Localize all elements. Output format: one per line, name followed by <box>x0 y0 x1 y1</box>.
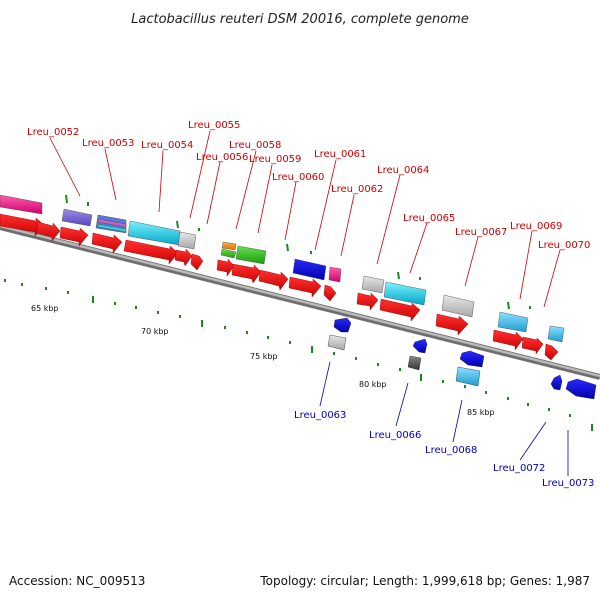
gene-label-lreu-0073: Lreu_0073 <box>542 478 594 489</box>
gene-label-lreu-0055: Lreu_0055 <box>188 120 240 131</box>
gene-label-lreu-0054: Lreu_0054 <box>141 140 193 151</box>
forward-cds-arrows <box>0 213 559 361</box>
gene-label-lreu-0072: Lreu_0072 <box>493 463 545 474</box>
scale-label-70kbp: 70 kbp <box>141 327 169 336</box>
gene-label-lreu-0056: Lreu_0056 <box>196 152 248 163</box>
gene-label-lreu-0061: Lreu_0061 <box>314 149 366 160</box>
gene-label-lreu-0058: Lreu_0058 <box>229 140 281 151</box>
gene-label-lreu-0062: Lreu_0062 <box>331 184 383 195</box>
tick-marks <box>4 194 593 431</box>
scale-label-85kbp: 85 kbp <box>467 408 495 417</box>
gene-label-lreu-0053: Lreu_0053 <box>82 138 134 149</box>
bottom-leader-lines <box>319 361 569 476</box>
genome-backbone <box>0 224 600 380</box>
gene-label-lreu-0060: Lreu_0060 <box>272 172 324 183</box>
gene-label-lreu-0067: Lreu_0067 <box>455 227 507 238</box>
genome-summary-text: Topology: circular; Length: 1,999,618 bp… <box>260 574 590 588</box>
top-leader-lines <box>49 130 561 308</box>
gene-label-lreu-0069: Lreu_0069 <box>510 221 562 232</box>
gene-label-lreu-0070: Lreu_0070 <box>538 240 590 251</box>
gene-label-lreu-0059: Lreu_0059 <box>249 154 301 165</box>
gene-label-lreu-0052: Lreu_0052 <box>27 127 79 138</box>
gene-label-lreu-0064: Lreu_0064 <box>377 165 429 176</box>
accession-text: Accession: NC_009513 <box>9 574 146 588</box>
scale-label-80kbp: 80 kbp <box>359 380 387 389</box>
gene-label-lreu-0065: Lreu_0065 <box>403 213 455 224</box>
reverse-cds-arrows <box>327 317 597 400</box>
scale-label-75kbp: 75 kbp <box>250 352 278 361</box>
feature-boxes <box>0 194 565 343</box>
scale-label-65kbp: 65 kbp <box>31 304 59 313</box>
gene-label-lreu-0068: Lreu_0068 <box>425 445 477 456</box>
genome-title: Lactobacillus reuteri DSM 20016, complet… <box>131 12 469 27</box>
gene-label-lreu-0063: Lreu_0063 <box>294 410 346 421</box>
gene-label-lreu-0066: Lreu_0066 <box>369 430 421 441</box>
